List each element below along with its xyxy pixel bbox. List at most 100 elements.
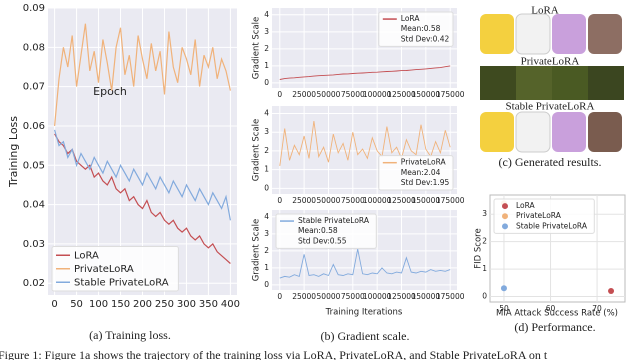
y-tick-label: 3 bbox=[264, 127, 269, 136]
y-axis-label: Gradient Scale bbox=[252, 119, 262, 182]
series-line bbox=[279, 65, 451, 80]
y-tick-label: 0.07 bbox=[23, 82, 45, 93]
legend-label: Stable PrivateLoRA bbox=[74, 277, 169, 288]
y-tick-label: 0.04 bbox=[23, 200, 45, 211]
image bbox=[588, 14, 622, 54]
image bbox=[480, 66, 516, 100]
series-line bbox=[279, 120, 451, 166]
x-tick-label: 200 bbox=[133, 299, 152, 310]
x-tick-label: 350 bbox=[199, 299, 218, 310]
series-line bbox=[54, 23, 231, 126]
y-tick-label: 3 bbox=[264, 27, 269, 36]
image bbox=[480, 112, 514, 152]
x-tick-label: 50000 bbox=[317, 196, 341, 205]
x-tick-label: 175000 bbox=[436, 196, 465, 205]
y-tick-label: 3 bbox=[482, 209, 487, 218]
legend-swatch bbox=[502, 223, 508, 230]
legend-box bbox=[493, 198, 595, 234]
series-line bbox=[279, 249, 451, 279]
series-line bbox=[54, 129, 231, 221]
x-tick-label: 150 bbox=[111, 299, 130, 310]
x-tick-label: 75000 bbox=[341, 292, 365, 301]
legend-label: Mean:0.58 bbox=[298, 226, 338, 235]
x-tick-label: 50000 bbox=[317, 292, 341, 301]
y-tick-label: 0.08 bbox=[23, 42, 45, 53]
image bbox=[552, 66, 588, 100]
legend-box bbox=[378, 11, 454, 47]
x-tick-label: 100000 bbox=[363, 292, 392, 301]
image bbox=[588, 112, 622, 152]
x-tick-label: 25000 bbox=[292, 90, 316, 99]
legend-label: LoRA bbox=[516, 201, 536, 210]
image-label: PrivateLoRA bbox=[521, 56, 580, 68]
y-axis-label: Gradient Scale bbox=[252, 219, 262, 282]
x-tick-label: 300 bbox=[177, 299, 196, 310]
legend-label: Stable PrivateLoRA bbox=[298, 216, 370, 225]
point bbox=[608, 288, 615, 295]
x-tick-label: 400 bbox=[221, 299, 240, 310]
x-tick-label: 25000 bbox=[292, 196, 316, 205]
y-tick-label: 0.05 bbox=[23, 160, 45, 171]
y-tick-label: 0 bbox=[264, 78, 269, 87]
x-tick-label: 175000 bbox=[436, 90, 465, 99]
y-axis-label: Training Loss bbox=[7, 116, 20, 188]
y-tick-label: 4 bbox=[264, 10, 269, 19]
caption: (c) Generated results. bbox=[499, 155, 602, 169]
y-tick-label: 2 bbox=[264, 44, 269, 53]
legend-label: LoRA bbox=[401, 14, 421, 23]
y-axis-label: FID Score bbox=[474, 228, 484, 268]
x-tick-label: 250 bbox=[155, 299, 174, 310]
x-axis-label: Epoch bbox=[93, 85, 127, 98]
x-tick-label: 70 bbox=[592, 304, 602, 313]
legend-box bbox=[378, 155, 454, 191]
x-tick-label: 100000 bbox=[363, 196, 392, 205]
x-axis-label: MIA Attack Success Rate (%) bbox=[496, 309, 618, 319]
x-tick-label: 175000 bbox=[436, 292, 465, 301]
image bbox=[480, 14, 514, 54]
y-tick-label: 2 bbox=[482, 237, 487, 246]
x-tick-label: 0 bbox=[277, 292, 282, 301]
caption: (a) Training loss. bbox=[89, 328, 171, 342]
x-tick-label: 0 bbox=[277, 90, 282, 99]
legend-swatch bbox=[502, 203, 508, 210]
y-axis-label: Gradient Scale bbox=[252, 17, 262, 80]
x-tick-label: 75000 bbox=[341, 196, 365, 205]
image bbox=[588, 66, 624, 100]
x-tick-label: 50 bbox=[499, 304, 509, 313]
caption: (b) Gradient scale. bbox=[321, 329, 410, 343]
x-axis-label: Training Iterations bbox=[325, 308, 403, 318]
y-tick-label: 0 bbox=[264, 280, 269, 289]
y-tick-label: 0.06 bbox=[23, 121, 45, 132]
y-tick-label: 0.03 bbox=[23, 239, 45, 250]
y-tick-label: 2 bbox=[264, 246, 269, 255]
x-tick-label: 150000 bbox=[412, 292, 441, 301]
y-tick-label: 4 bbox=[264, 108, 269, 117]
x-tick-label: 125000 bbox=[387, 196, 416, 205]
x-tick-label: 150000 bbox=[412, 196, 441, 205]
x-tick-label: 50000 bbox=[317, 90, 341, 99]
figure-caption: Figure 1: Figure 1a shows the trajectory… bbox=[0, 348, 548, 360]
legend-label: Std Dev:1.95 bbox=[401, 178, 450, 187]
legend-label: LoRA bbox=[74, 250, 99, 261]
x-tick-label: 60 bbox=[546, 304, 556, 313]
x-tick-label: 125000 bbox=[387, 292, 416, 301]
x-tick-label: 100000 bbox=[363, 90, 392, 99]
legend-label: PrivateLoRA bbox=[516, 211, 562, 220]
x-tick-label: 150000 bbox=[412, 90, 441, 99]
legend-swatch bbox=[502, 213, 508, 220]
x-tick-label: 0 bbox=[277, 196, 282, 205]
y-tick-label: 1 bbox=[482, 264, 487, 273]
legend-label: PrivateLoRA bbox=[401, 158, 447, 167]
y-tick-label: 0.02 bbox=[23, 278, 45, 289]
caption: (d) Performance. bbox=[514, 320, 595, 334]
x-tick-label: 50 bbox=[70, 299, 83, 310]
y-tick-label: 1 bbox=[264, 263, 269, 272]
image-label: LoRA bbox=[531, 5, 559, 17]
legend-label: Std Dev:0.55 bbox=[298, 236, 347, 245]
image bbox=[515, 13, 551, 55]
y-tick-label: 1 bbox=[264, 61, 269, 70]
x-tick-label: 25000 bbox=[292, 292, 316, 301]
image bbox=[516, 66, 552, 100]
legend-label: PrivateLoRA bbox=[74, 264, 134, 275]
